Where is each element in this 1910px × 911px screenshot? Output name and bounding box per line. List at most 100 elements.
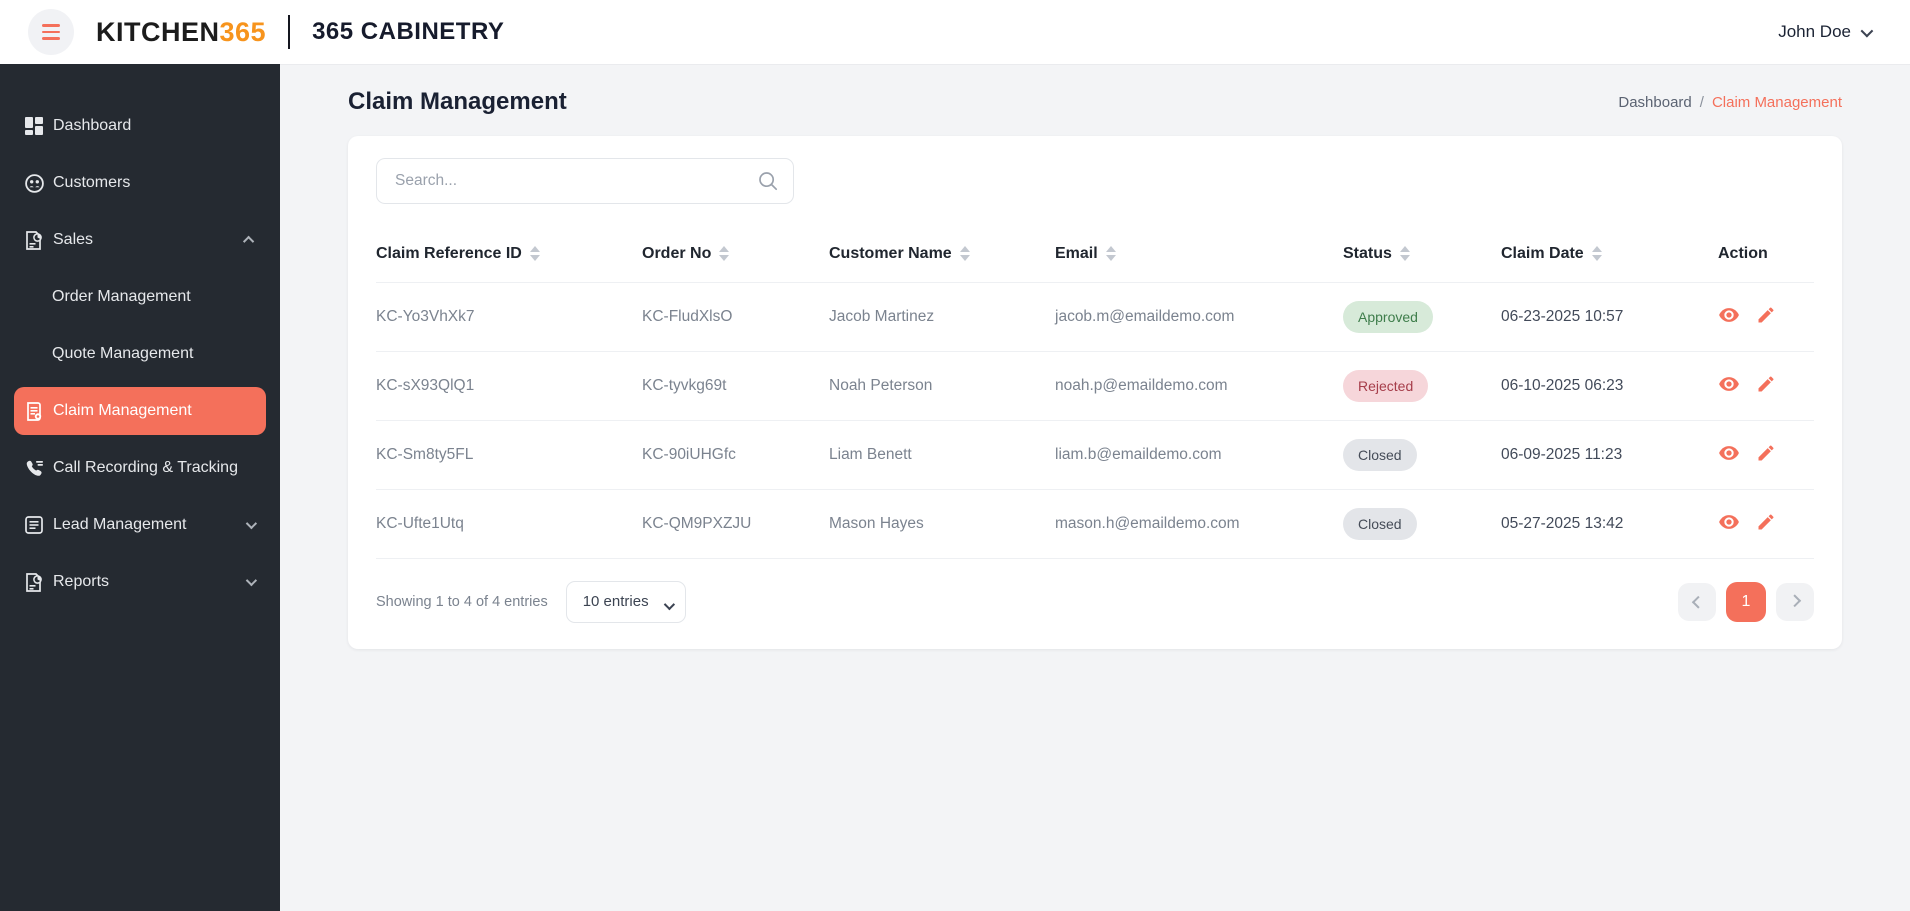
- cell-email: mason.h@emaildemo.com: [1055, 489, 1343, 559]
- sort-icon[interactable]: [959, 246, 970, 262]
- sidebar-item-dashboard[interactable]: Dashboard: [14, 102, 266, 150]
- showing-entries-text: Showing 1 to 4 of 4 entries: [376, 593, 548, 610]
- main-content: Claim Management Dashboard / Claim Manag…: [280, 64, 1910, 911]
- hamburger-menu-button[interactable]: [28, 9, 74, 55]
- table-row: KC-sX93QlQ1 KC-tyvkg69t Noah Peterson no…: [376, 351, 1814, 421]
- sidebar: Dashboard Customers Sales Order Manageme…: [0, 64, 280, 911]
- cell-order-no: KC-FludXlsO: [642, 282, 829, 352]
- hamburger-icon: [42, 24, 60, 27]
- table-row: KC-Ufte1Utq KC-QM9PXZJU Mason Hayes maso…: [376, 489, 1814, 559]
- view-button[interactable]: [1718, 511, 1740, 536]
- cell-email: liam.b@emaildemo.com: [1055, 420, 1343, 490]
- claims-table: Claim Reference ID Order No Customer Nam…: [376, 226, 1814, 559]
- search-box: [376, 158, 794, 204]
- status-badge: Closed: [1343, 438, 1417, 471]
- dashboard-icon: [24, 116, 44, 136]
- column-header-claim-date[interactable]: Claim Date: [1501, 226, 1718, 283]
- column-header-order-no[interactable]: Order No: [642, 226, 829, 283]
- status-badge: Approved: [1343, 300, 1433, 333]
- brand-text: KITCHEN: [96, 16, 220, 47]
- sidebar-item-label: Sales: [53, 231, 94, 248]
- chevron-down-icon: [1860, 24, 1874, 37]
- header-left: KITCHEN 365 365 CABINETRY: [28, 9, 504, 55]
- table-row: KC-Yo3VhXk7 KC-FludXlsO Jacob Martinez j…: [376, 282, 1814, 352]
- sort-icon[interactable]: [1399, 246, 1410, 262]
- sort-icon[interactable]: [1591, 246, 1602, 262]
- chevron-right-icon: [1787, 594, 1801, 608]
- chevron-down-icon: [245, 574, 258, 587]
- kitchen365-logo[interactable]: KITCHEN 365: [96, 17, 266, 48]
- edit-button[interactable]: [1756, 512, 1776, 535]
- search-icon: [758, 171, 778, 196]
- sort-icon[interactable]: [1105, 246, 1116, 262]
- sidebar-item-label: Dashboard: [53, 117, 132, 134]
- brand-365-text: 365: [219, 16, 267, 47]
- page-title: Claim Management: [348, 88, 567, 115]
- sidebar-item-call-recording[interactable]: Call Recording & Tracking: [14, 444, 266, 492]
- status-badge: Rejected: [1343, 369, 1429, 402]
- cell-order-no: KC-QM9PXZJU: [642, 489, 829, 559]
- cell-claim-date: 06-23-2025 10:57: [1501, 282, 1718, 352]
- pagination: 1: [1678, 581, 1814, 622]
- cell-claim-ref: KC-Sm8ty5FL: [376, 420, 642, 490]
- sidebar-item-lead-management[interactable]: Lead Management: [14, 501, 266, 549]
- customers-icon: [24, 173, 44, 193]
- sidebar-item-quote-management[interactable]: Quote Management: [14, 330, 266, 378]
- column-header-customer-name[interactable]: Customer Name: [829, 226, 1055, 283]
- cell-customer: Liam Benett: [829, 420, 1055, 490]
- sidebar-item-sales[interactable]: Sales: [14, 216, 266, 264]
- status-badge: Closed: [1343, 507, 1417, 540]
- search-input[interactable]: [376, 158, 794, 204]
- previous-page-button[interactable]: [1678, 582, 1716, 621]
- breadcrumb: Dashboard / Claim Management: [1618, 94, 1842, 111]
- column-header-status[interactable]: Status: [1343, 226, 1501, 283]
- column-header-email[interactable]: Email: [1055, 226, 1343, 283]
- user-menu[interactable]: John Doe: [1778, 22, 1874, 42]
- top-header: KITCHEN 365 365 CABINETRY John Doe: [0, 0, 1910, 64]
- reports-icon: [24, 572, 44, 592]
- page-1-button[interactable]: 1: [1726, 581, 1766, 622]
- sidebar-item-label: Claim Management: [53, 402, 192, 419]
- column-header-action: Action: [1718, 226, 1814, 283]
- table-footer: Showing 1 to 4 of 4 entries 10 entries 1: [376, 559, 1814, 623]
- cell-claim-ref: KC-Ufte1Utq: [376, 489, 642, 559]
- breadcrumb-current: Claim Management: [1711, 93, 1842, 111]
- chevron-up-icon: [242, 235, 255, 248]
- edit-button[interactable]: [1756, 305, 1776, 328]
- sidebar-item-label: Reports: [53, 573, 110, 590]
- cell-customer: Jacob Martinez: [829, 282, 1055, 352]
- sort-icon[interactable]: [529, 246, 540, 262]
- lead-icon: [24, 515, 44, 535]
- sales-icon: [24, 230, 44, 250]
- breadcrumb-dashboard-link[interactable]: Dashboard: [1618, 93, 1692, 111]
- cell-order-no: KC-tyvkg69t: [642, 351, 829, 421]
- table-header-row: Claim Reference ID Order No Customer Nam…: [376, 226, 1814, 283]
- cell-email: jacob.m@emaildemo.com: [1055, 282, 1343, 352]
- cell-claim-ref: KC-sX93QlQ1: [376, 351, 642, 421]
- cell-claim-ref: KC-Yo3VhXk7: [376, 282, 642, 352]
- app-title: 365 CABINETRY: [312, 18, 505, 45]
- sidebar-item-order-management[interactable]: Order Management: [14, 273, 266, 321]
- chevron-left-icon: [1691, 595, 1705, 609]
- sidebar-item-customers[interactable]: Customers: [14, 159, 266, 207]
- breadcrumb-separator: /: [1699, 93, 1704, 111]
- edit-button[interactable]: [1756, 443, 1776, 466]
- column-header-claim-reference-id[interactable]: Claim Reference ID: [376, 226, 642, 283]
- sidebar-item-claim-management[interactable]: Claim Management: [14, 387, 266, 435]
- view-button[interactable]: [1718, 373, 1740, 398]
- entries-per-page-select[interactable]: 10 entries: [565, 580, 686, 623]
- next-page-button[interactable]: [1776, 582, 1814, 621]
- view-button[interactable]: [1718, 304, 1740, 329]
- cell-claim-date: 06-10-2025 06:23: [1501, 351, 1718, 421]
- edit-button[interactable]: [1756, 374, 1776, 397]
- sidebar-item-label: Quote Management: [52, 345, 194, 362]
- cell-order-no: KC-90iUHGfc: [642, 420, 829, 490]
- sidebar-item-label: Lead Management: [53, 516, 187, 533]
- view-button[interactable]: [1718, 442, 1740, 467]
- sidebar-item-reports[interactable]: Reports: [14, 558, 266, 606]
- claim-icon: [24, 401, 44, 421]
- table-row: KC-Sm8ty5FL KC-90iUHGfc Liam Benett liam…: [376, 420, 1814, 490]
- sort-icon[interactable]: [719, 246, 730, 262]
- chevron-down-icon: [245, 517, 258, 530]
